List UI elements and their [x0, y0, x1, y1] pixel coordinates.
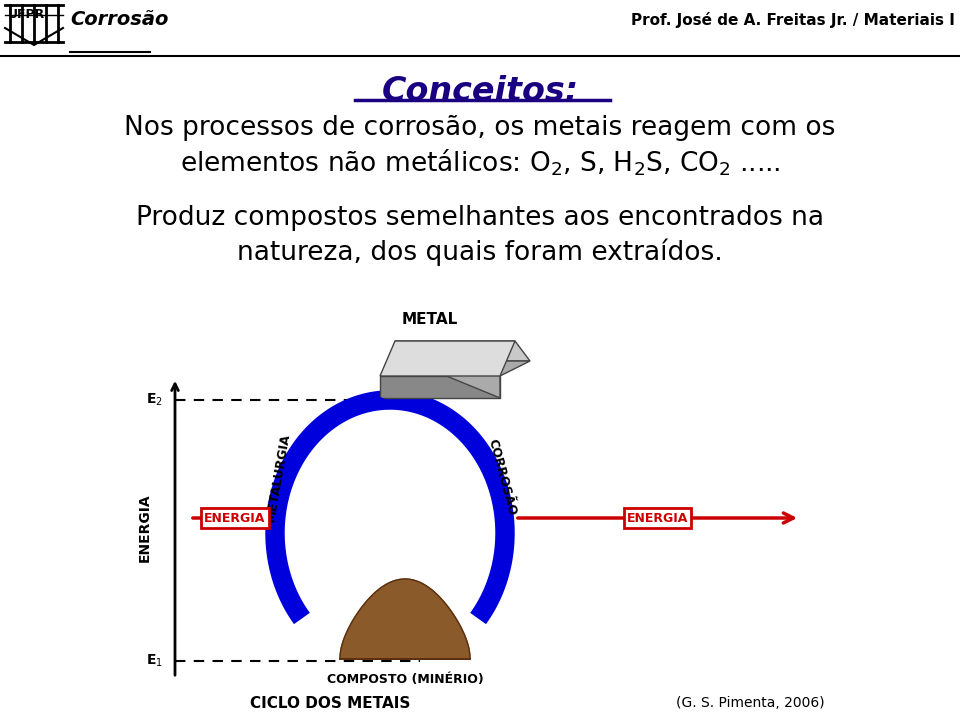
Text: Produz compostos semelhantes aos encontrados na: Produz compostos semelhantes aos encontr…: [136, 205, 824, 231]
Text: Conceitos:: Conceitos:: [381, 75, 579, 108]
Text: Nos processos de corrosão, os metais reagem com os: Nos processos de corrosão, os metais rea…: [124, 115, 836, 141]
Text: COMPOSTO (MINÉRIO): COMPOSTO (MINÉRIO): [326, 673, 484, 686]
Text: UFPR: UFPR: [8, 8, 45, 21]
Polygon shape: [380, 376, 500, 398]
Text: CICLO DOS METAIS: CICLO DOS METAIS: [250, 695, 410, 711]
Polygon shape: [410, 361, 530, 398]
Text: E$_1$: E$_1$: [146, 653, 163, 669]
Text: E$_2$: E$_2$: [146, 392, 163, 408]
Polygon shape: [395, 341, 530, 361]
Polygon shape: [380, 341, 515, 376]
Text: (G. S. Pimenta, 2006): (G. S. Pimenta, 2006): [676, 696, 825, 710]
Text: elementos não metálicos: O$_2$, S, H$_2$S, CO$_2$ .....: elementos não metálicos: O$_2$, S, H$_2$…: [180, 148, 780, 178]
Text: ENERGIA: ENERGIA: [627, 512, 688, 524]
Text: natureza, dos quais foram extraídos.: natureza, dos quais foram extraídos.: [237, 238, 723, 266]
Polygon shape: [340, 579, 470, 659]
Text: CORROSÃO: CORROSÃO: [486, 437, 518, 517]
Text: METAL: METAL: [402, 312, 458, 328]
Text: ENERGIA: ENERGIA: [204, 512, 266, 524]
Text: METALURGIA: METALURGIA: [264, 432, 292, 522]
Text: Prof. José de A. Freitas Jr. / Materiais I: Prof. José de A. Freitas Jr. / Materiais…: [631, 12, 955, 28]
Text: ENERGIA: ENERGIA: [138, 494, 152, 562]
Text: Corrosão: Corrosão: [70, 10, 168, 29]
